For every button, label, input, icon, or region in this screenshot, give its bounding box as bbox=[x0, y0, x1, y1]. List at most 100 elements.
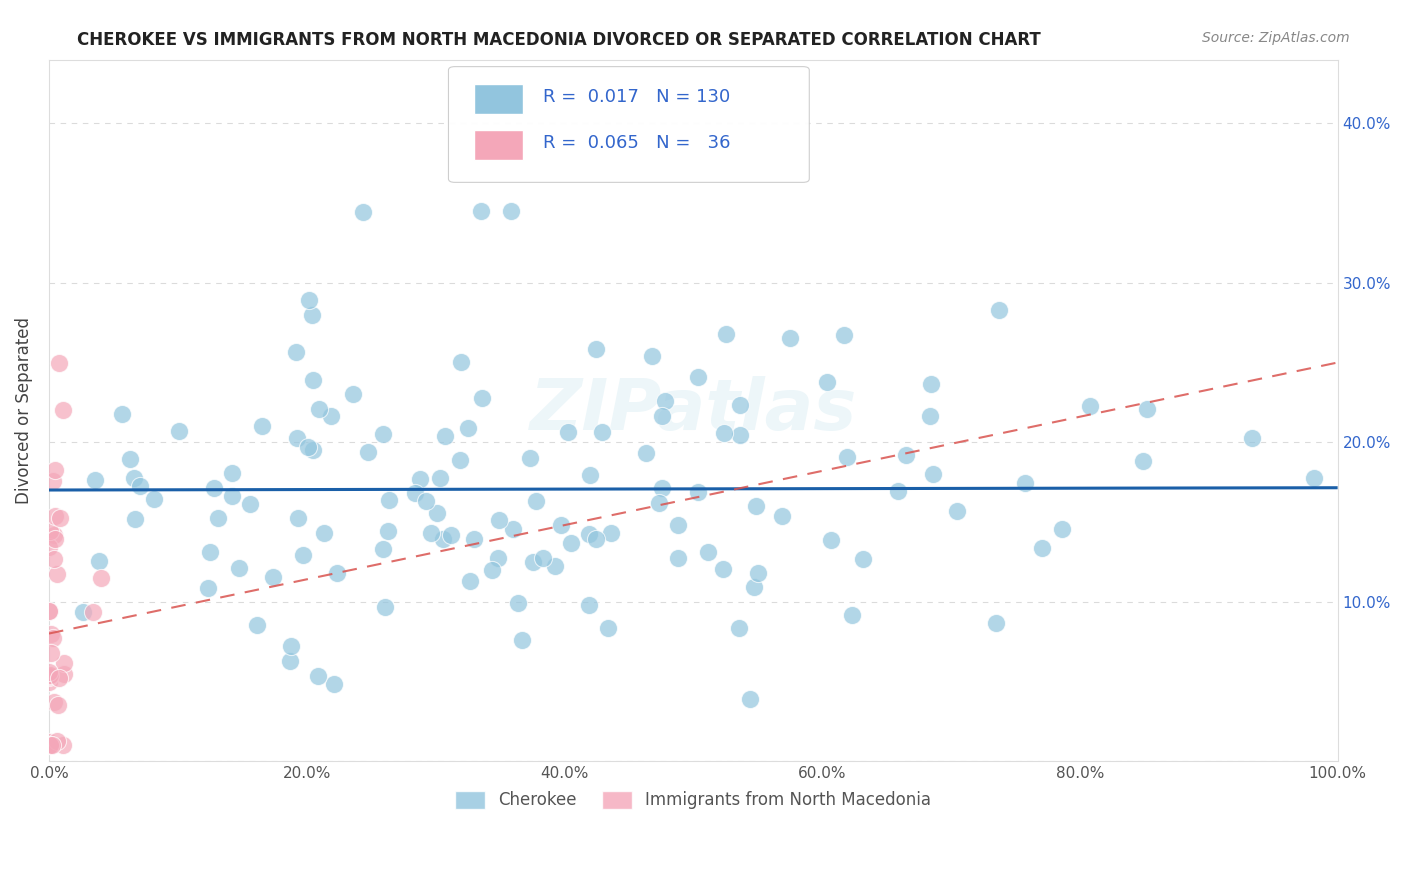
Point bbox=[118, 452, 141, 467]
Point bbox=[321, 409, 343, 423]
Point bbox=[1241, 431, 1264, 445]
Point bbox=[38, 524, 60, 538]
Point bbox=[440, 528, 463, 542]
Point bbox=[666, 550, 689, 565]
Point bbox=[352, 205, 374, 219]
Point bbox=[38, 670, 60, 684]
Point bbox=[770, 508, 793, 523]
Point bbox=[1136, 402, 1159, 417]
Point bbox=[38, 738, 60, 752]
Point bbox=[666, 517, 689, 532]
Point bbox=[560, 536, 582, 550]
Point bbox=[239, 497, 262, 511]
Point bbox=[716, 327, 738, 342]
Bar bbox=[474, 130, 523, 160]
Point bbox=[1050, 522, 1073, 536]
Point bbox=[1132, 454, 1154, 468]
Point bbox=[815, 375, 838, 389]
Point bbox=[198, 544, 221, 558]
Point bbox=[45, 733, 67, 747]
Point bbox=[371, 427, 394, 442]
Point bbox=[522, 555, 544, 569]
Point bbox=[167, 425, 190, 439]
Bar bbox=[474, 84, 523, 113]
Point bbox=[654, 393, 676, 408]
Point bbox=[471, 392, 494, 406]
Point bbox=[197, 581, 219, 595]
Point bbox=[641, 349, 664, 363]
Legend: Cherokee, Immigrants from North Macedonia: Cherokee, Immigrants from North Macedoni… bbox=[449, 784, 938, 816]
Point bbox=[820, 533, 842, 548]
Point bbox=[502, 522, 524, 536]
Point bbox=[39, 626, 62, 640]
Point bbox=[39, 646, 62, 660]
Point bbox=[409, 472, 432, 486]
Point bbox=[524, 494, 547, 508]
Point bbox=[1078, 399, 1101, 413]
Point bbox=[46, 566, 69, 581]
Point bbox=[688, 484, 710, 499]
Point bbox=[696, 545, 718, 559]
Point bbox=[510, 633, 533, 648]
Point bbox=[728, 398, 751, 412]
Point bbox=[42, 632, 65, 646]
Point bbox=[463, 532, 485, 546]
Point bbox=[713, 425, 735, 440]
Point bbox=[342, 387, 364, 401]
Point bbox=[852, 552, 875, 566]
Point bbox=[110, 408, 132, 422]
Point bbox=[302, 442, 325, 457]
Point bbox=[432, 532, 454, 546]
Point bbox=[44, 508, 66, 523]
Point bbox=[636, 446, 658, 460]
Point bbox=[986, 615, 1008, 630]
Point bbox=[585, 342, 607, 356]
Point bbox=[458, 574, 481, 589]
Point bbox=[550, 517, 572, 532]
Point bbox=[688, 369, 710, 384]
Point bbox=[48, 355, 70, 369]
Point bbox=[481, 564, 503, 578]
Point bbox=[544, 558, 567, 573]
Point bbox=[221, 467, 243, 481]
Point bbox=[42, 552, 65, 566]
Point bbox=[82, 605, 104, 619]
Point bbox=[747, 566, 769, 580]
Point bbox=[744, 499, 766, 513]
Point bbox=[837, 450, 859, 464]
Point bbox=[314, 525, 336, 540]
Point bbox=[285, 431, 308, 445]
Point bbox=[124, 512, 146, 526]
Point bbox=[39, 738, 62, 752]
Point bbox=[651, 409, 673, 424]
Point bbox=[87, 554, 110, 568]
Point bbox=[83, 474, 105, 488]
Point bbox=[506, 596, 529, 610]
Point bbox=[250, 419, 273, 434]
Point bbox=[122, 471, 145, 485]
Point bbox=[488, 513, 510, 527]
Point bbox=[38, 540, 60, 554]
Point bbox=[202, 481, 225, 495]
Text: CHEROKEE VS IMMIGRANTS FROM NORTH MACEDONIA DIVORCED OR SEPARATED CORRELATION CH: CHEROKEE VS IMMIGRANTS FROM NORTH MACEDO… bbox=[77, 31, 1040, 49]
Point bbox=[740, 691, 762, 706]
Point bbox=[470, 204, 492, 219]
Point bbox=[262, 570, 284, 584]
Point bbox=[457, 421, 479, 435]
Point bbox=[578, 527, 600, 541]
Point bbox=[404, 486, 426, 500]
Point bbox=[378, 492, 401, 507]
Text: Source: ZipAtlas.com: Source: ZipAtlas.com bbox=[1202, 31, 1350, 45]
Point bbox=[42, 528, 65, 542]
Point bbox=[449, 452, 471, 467]
Point bbox=[377, 524, 399, 538]
Point bbox=[278, 654, 301, 668]
Point bbox=[307, 669, 329, 683]
FancyBboxPatch shape bbox=[449, 67, 810, 182]
Point bbox=[832, 328, 855, 343]
Point bbox=[39, 668, 62, 682]
Point bbox=[284, 345, 307, 359]
Point bbox=[450, 355, 472, 369]
Point bbox=[651, 481, 673, 495]
Point bbox=[920, 409, 942, 423]
